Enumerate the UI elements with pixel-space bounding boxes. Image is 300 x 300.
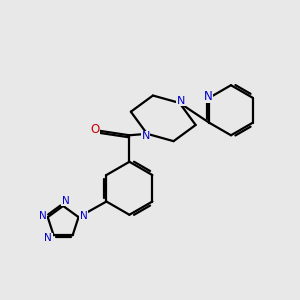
Text: N: N (44, 233, 52, 243)
Text: N: N (61, 196, 69, 206)
Text: O: O (90, 123, 99, 136)
Text: N: N (203, 90, 212, 103)
Text: N: N (80, 211, 88, 221)
Text: N: N (39, 211, 46, 221)
Text: N: N (141, 131, 150, 141)
Text: N: N (177, 95, 185, 106)
